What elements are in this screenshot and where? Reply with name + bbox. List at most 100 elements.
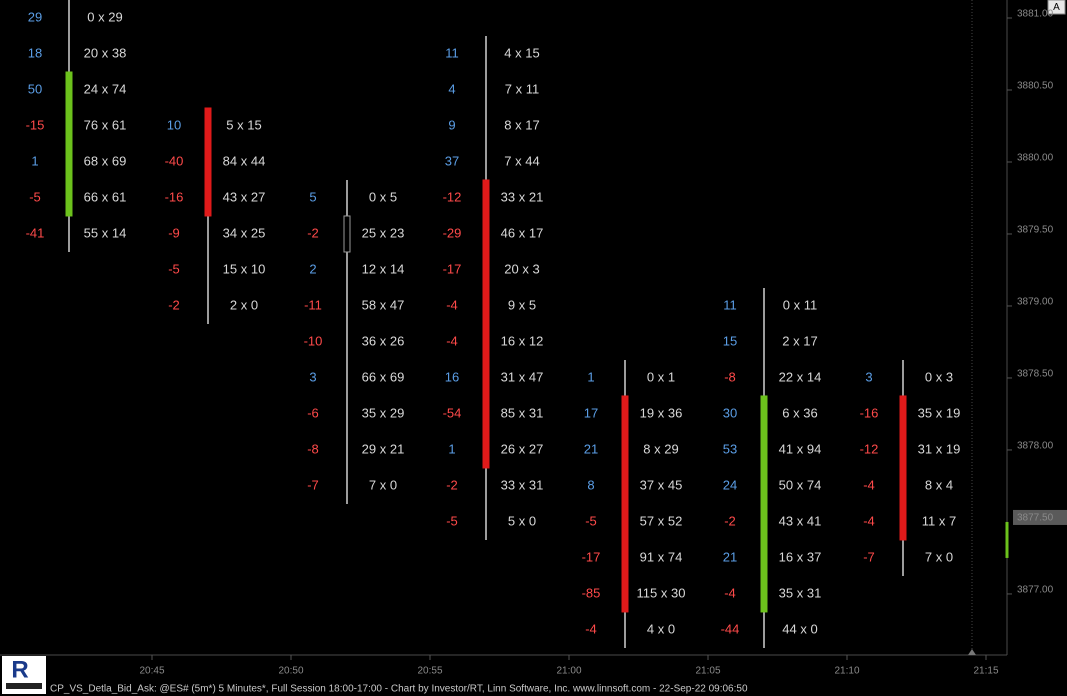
delta-label: 2 <box>309 261 316 276</box>
candle-body <box>65 71 73 217</box>
volume-label: 85 x 31 <box>501 405 544 420</box>
delta-label: -4 <box>724 585 736 600</box>
volume-label: 7 x 11 <box>505 81 539 96</box>
volume-label: 16 x 37 <box>779 549 822 564</box>
button[interactable] <box>1047 0 1066 15</box>
delta-label: 29 <box>28 9 42 24</box>
candle-body <box>899 395 907 541</box>
delta-label: 18 <box>28 45 42 60</box>
volume-label: 44 x 0 <box>782 621 817 636</box>
delta-label: 1 <box>587 369 594 384</box>
volume-label: 0 x 3 <box>925 369 953 384</box>
volume-label: 37 x 45 <box>640 477 683 492</box>
volume-label: 66 x 61 <box>84 189 127 204</box>
delta-label: 17 <box>584 405 598 420</box>
volume-label: 19 x 36 <box>640 405 683 420</box>
y-tick-label: 3880.50 <box>1017 81 1054 92</box>
volume-label: 0 x 5 <box>369 189 397 204</box>
volume-label: 55 x 14 <box>84 225 127 240</box>
delta-label: -5 <box>168 261 180 276</box>
delta-label: 1 <box>448 441 455 456</box>
volume-label: 4 x 0 <box>647 621 675 636</box>
y-tick-label: 3880.00 <box>1017 153 1054 164</box>
delta-label: 8 <box>587 477 594 492</box>
delta-label: -2 <box>168 297 180 312</box>
delta-label: -7 <box>307 477 319 492</box>
delta-label: 10 <box>167 117 181 132</box>
delta-label: -44 <box>721 621 740 636</box>
delta-label: -6 <box>307 405 319 420</box>
delta-label: 9 <box>448 117 455 132</box>
delta-label: -4 <box>446 333 458 348</box>
volume-label: 12 x 14 <box>362 261 405 276</box>
volume-label: 35 x 29 <box>362 405 405 420</box>
volume-label: 8 x 29 <box>643 441 678 456</box>
volume-label: 8 x 4 <box>925 477 953 492</box>
delta-label: 3 <box>865 369 872 384</box>
volume-label: 9 x 5 <box>508 297 536 312</box>
last-price-label: 3877.50 <box>1017 513 1054 524</box>
candle-body <box>760 395 768 613</box>
delta-label: -9 <box>168 225 180 240</box>
volume-label: 84 x 44 <box>223 153 266 168</box>
volume-label: 20 x 3 <box>504 261 539 276</box>
volume-label: 4 x 15 <box>504 45 539 60</box>
volume-label: 6 x 36 <box>782 405 817 420</box>
delta-label: -8 <box>724 369 736 384</box>
volume-label: 35 x 19 <box>918 405 961 420</box>
volume-label: 29 x 21 <box>362 441 405 456</box>
volume-label: 11 x 7 <box>922 513 956 528</box>
volume-label: 26 x 27 <box>501 441 544 456</box>
volume-label: 76 x 61 <box>84 117 127 132</box>
volume-label: 115 x 30 <box>637 585 686 600</box>
y-tick-label: 3878.00 <box>1017 441 1054 452</box>
volume-label: 33 x 31 <box>501 477 544 492</box>
volume-label: 7 x 0 <box>369 477 397 492</box>
volume-label: 58 x 47 <box>362 297 405 312</box>
volume-label: 68 x 69 <box>84 153 127 168</box>
button-label[interactable]: A <box>1053 2 1060 13</box>
volume-label: 0 x 1 <box>647 369 675 384</box>
volume-label: 7 x 44 <box>504 153 539 168</box>
delta-label: 11 <box>445 45 459 60</box>
delta-label: -5 <box>446 513 458 528</box>
x-tick-label: 21:10 <box>834 666 859 677</box>
candle-body <box>343 215 351 253</box>
delta-label: 24 <box>723 477 737 492</box>
volume-label: 15 x 10 <box>223 261 266 276</box>
volume-label: 0 x 11 <box>783 297 817 312</box>
delta-label: -2 <box>307 225 319 240</box>
candle-body <box>482 179 490 469</box>
delta-label: -16 <box>165 189 184 204</box>
delta-label: 11 <box>723 297 737 312</box>
delta-label: 1 <box>31 153 38 168</box>
volume-label: 33 x 21 <box>501 189 544 204</box>
volume-label: 36 x 26 <box>362 333 405 348</box>
volume-label: 2 x 17 <box>782 333 817 348</box>
y-tick-label: 3879.00 <box>1017 297 1054 308</box>
delta-label: -12 <box>443 189 462 204</box>
delta-label: -29 <box>443 225 462 240</box>
delta-label: -17 <box>582 549 601 564</box>
x-tick-label: 20:55 <box>417 666 442 677</box>
current-time-marker <box>968 649 976 655</box>
x-tick-label: 21:00 <box>556 666 581 677</box>
volume-label: 25 x 23 <box>362 225 405 240</box>
y-tick-label: 3877.00 <box>1017 585 1054 596</box>
delta-label: 53 <box>723 441 737 456</box>
volume-label: 31 x 47 <box>501 369 544 384</box>
volume-label: 43 x 27 <box>223 189 266 204</box>
volume-label: 91 x 74 <box>640 549 683 564</box>
delta-label: 5 <box>309 189 316 204</box>
volume-label: 43 x 41 <box>779 513 822 528</box>
y-tick-label: 3881.00 <box>1017 9 1054 20</box>
volume-label: 22 x 14 <box>779 369 822 384</box>
delta-label: -12 <box>860 441 879 456</box>
last-price-box <box>1013 509 1067 525</box>
delta-label: -8 <box>307 441 319 456</box>
delta-label: -4 <box>863 477 875 492</box>
logo-text: R <box>11 656 28 683</box>
volume-label: 2 x 0 <box>230 297 258 312</box>
volume-label: 8 x 17 <box>504 117 539 132</box>
